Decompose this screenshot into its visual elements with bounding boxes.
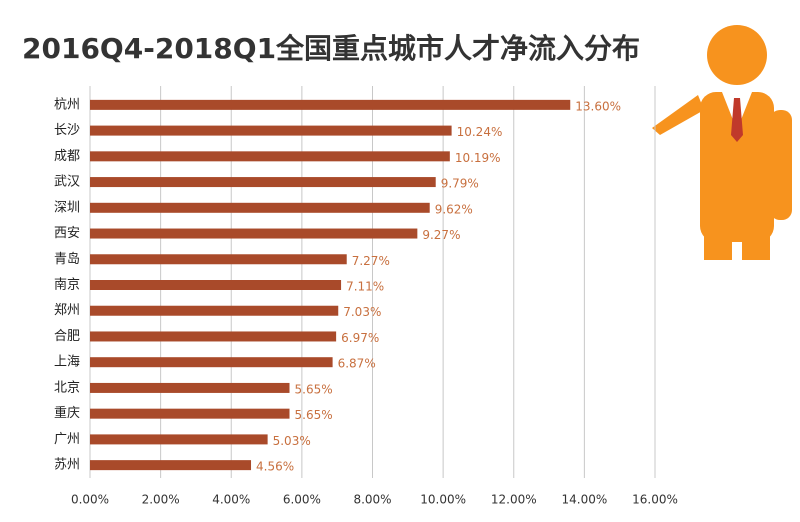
bar xyxy=(90,125,452,136)
data-label: 9.27% xyxy=(422,228,460,242)
y-tick-label: 苏州 xyxy=(54,457,80,473)
y-tick-label: 南京 xyxy=(54,277,80,293)
x-tick-label: 12.00% xyxy=(491,493,537,507)
data-label: 7.27% xyxy=(352,254,390,268)
bar xyxy=(90,331,337,342)
bar xyxy=(90,357,333,368)
bar xyxy=(90,434,268,445)
x-tick-label: 16.00% xyxy=(632,493,678,507)
data-label: 5.65% xyxy=(295,408,333,422)
bar xyxy=(90,408,290,419)
data-label: 5.65% xyxy=(295,382,333,396)
x-tick-label: 0.00% xyxy=(71,493,109,507)
x-tick-label: 2.00% xyxy=(142,493,180,507)
y-tick-label: 西安 xyxy=(54,226,80,241)
y-tick-label: 深圳 xyxy=(54,200,80,215)
bar xyxy=(90,151,450,162)
y-tick-label: 合肥 xyxy=(54,329,80,344)
data-label: 9.62% xyxy=(435,202,473,216)
bar xyxy=(90,460,252,471)
data-label: 6.87% xyxy=(338,357,376,371)
bar xyxy=(90,228,418,239)
y-tick-label: 北京 xyxy=(54,380,80,395)
data-label: 9.79% xyxy=(441,177,479,191)
x-tick-label: 10.00% xyxy=(420,493,466,507)
data-label: 7.03% xyxy=(343,305,381,319)
chart-title: 2016Q4-2018Q1全国重点城市人才净流入分布 xyxy=(22,32,640,65)
bar xyxy=(90,202,430,213)
y-tick-label: 青岛 xyxy=(54,251,80,267)
bar xyxy=(90,382,290,393)
y-tick-label: 杭州 xyxy=(54,97,80,112)
bar xyxy=(90,305,339,316)
bar xyxy=(90,254,347,265)
y-tick-label: 郑州 xyxy=(54,303,80,318)
data-label: 5.03% xyxy=(273,434,311,448)
y-tick-label: 广州 xyxy=(54,432,80,447)
x-tick-label: 8.00% xyxy=(353,493,391,507)
data-label: 6.97% xyxy=(341,331,379,345)
data-label: 4.56% xyxy=(256,460,294,474)
x-tick-label: 6.00% xyxy=(283,493,321,507)
y-tick-label: 武汉 xyxy=(54,175,80,190)
bar xyxy=(90,280,342,290)
person-illustration xyxy=(652,25,792,260)
x-tick-label: 14.00% xyxy=(561,493,607,507)
y-tick-label: 长沙 xyxy=(54,123,80,138)
data-label: 7.11% xyxy=(346,280,384,294)
data-label: 10.19% xyxy=(455,151,501,165)
data-label: 13.60% xyxy=(575,99,621,113)
bar xyxy=(90,177,436,188)
x-tick-label: 4.00% xyxy=(212,493,250,507)
y-tick-label: 成都 xyxy=(54,149,80,164)
y-tick-label: 重庆 xyxy=(54,405,80,421)
data-label: 10.24% xyxy=(457,125,503,139)
bar xyxy=(90,99,571,110)
y-tick-label: 上海 xyxy=(54,355,80,370)
